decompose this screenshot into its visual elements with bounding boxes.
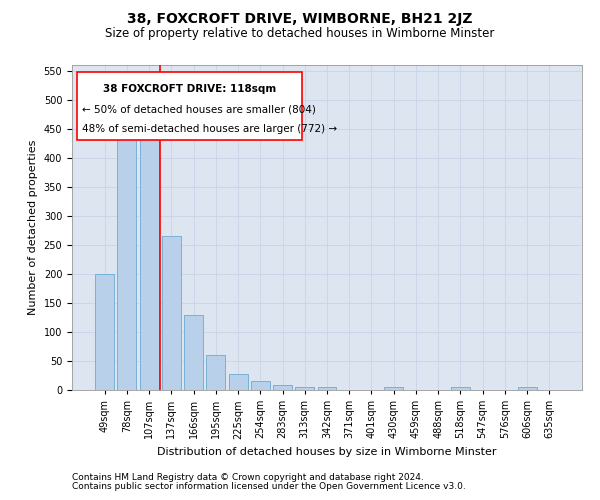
- Bar: [384, 386, 403, 390]
- Bar: [140, 138, 158, 390]
- Text: 38, FOXCROFT DRIVE, WIMBORNE, BH21 2JZ: 38, FOXCROFT DRIVE, WIMBORNE, BH21 2JZ: [127, 12, 473, 26]
- FancyBboxPatch shape: [77, 72, 302, 140]
- Bar: [118, 129, 136, 390]
- Bar: [251, 382, 270, 390]
- Text: 48% of semi-detached houses are larger (772) →: 48% of semi-detached houses are larger (…: [82, 124, 337, 134]
- Y-axis label: Number of detached properties: Number of detached properties: [28, 140, 38, 315]
- Bar: [273, 386, 292, 390]
- Bar: [162, 236, 181, 390]
- Bar: [295, 387, 314, 390]
- Text: 38 FOXCROFT DRIVE: 118sqm: 38 FOXCROFT DRIVE: 118sqm: [103, 84, 276, 94]
- Bar: [184, 314, 203, 390]
- Bar: [518, 387, 536, 390]
- Bar: [95, 274, 114, 390]
- Bar: [317, 387, 337, 390]
- Text: Size of property relative to detached houses in Wimborne Minster: Size of property relative to detached ho…: [106, 28, 494, 40]
- X-axis label: Distribution of detached houses by size in Wimborne Minster: Distribution of detached houses by size …: [157, 447, 497, 457]
- Text: Contains HM Land Registry data © Crown copyright and database right 2024.: Contains HM Land Registry data © Crown c…: [72, 474, 424, 482]
- Text: Contains public sector information licensed under the Open Government Licence v3: Contains public sector information licen…: [72, 482, 466, 491]
- Bar: [206, 355, 225, 390]
- Bar: [229, 374, 248, 390]
- Text: ← 50% of detached houses are smaller (804): ← 50% of detached houses are smaller (80…: [82, 104, 316, 114]
- Bar: [451, 387, 470, 390]
